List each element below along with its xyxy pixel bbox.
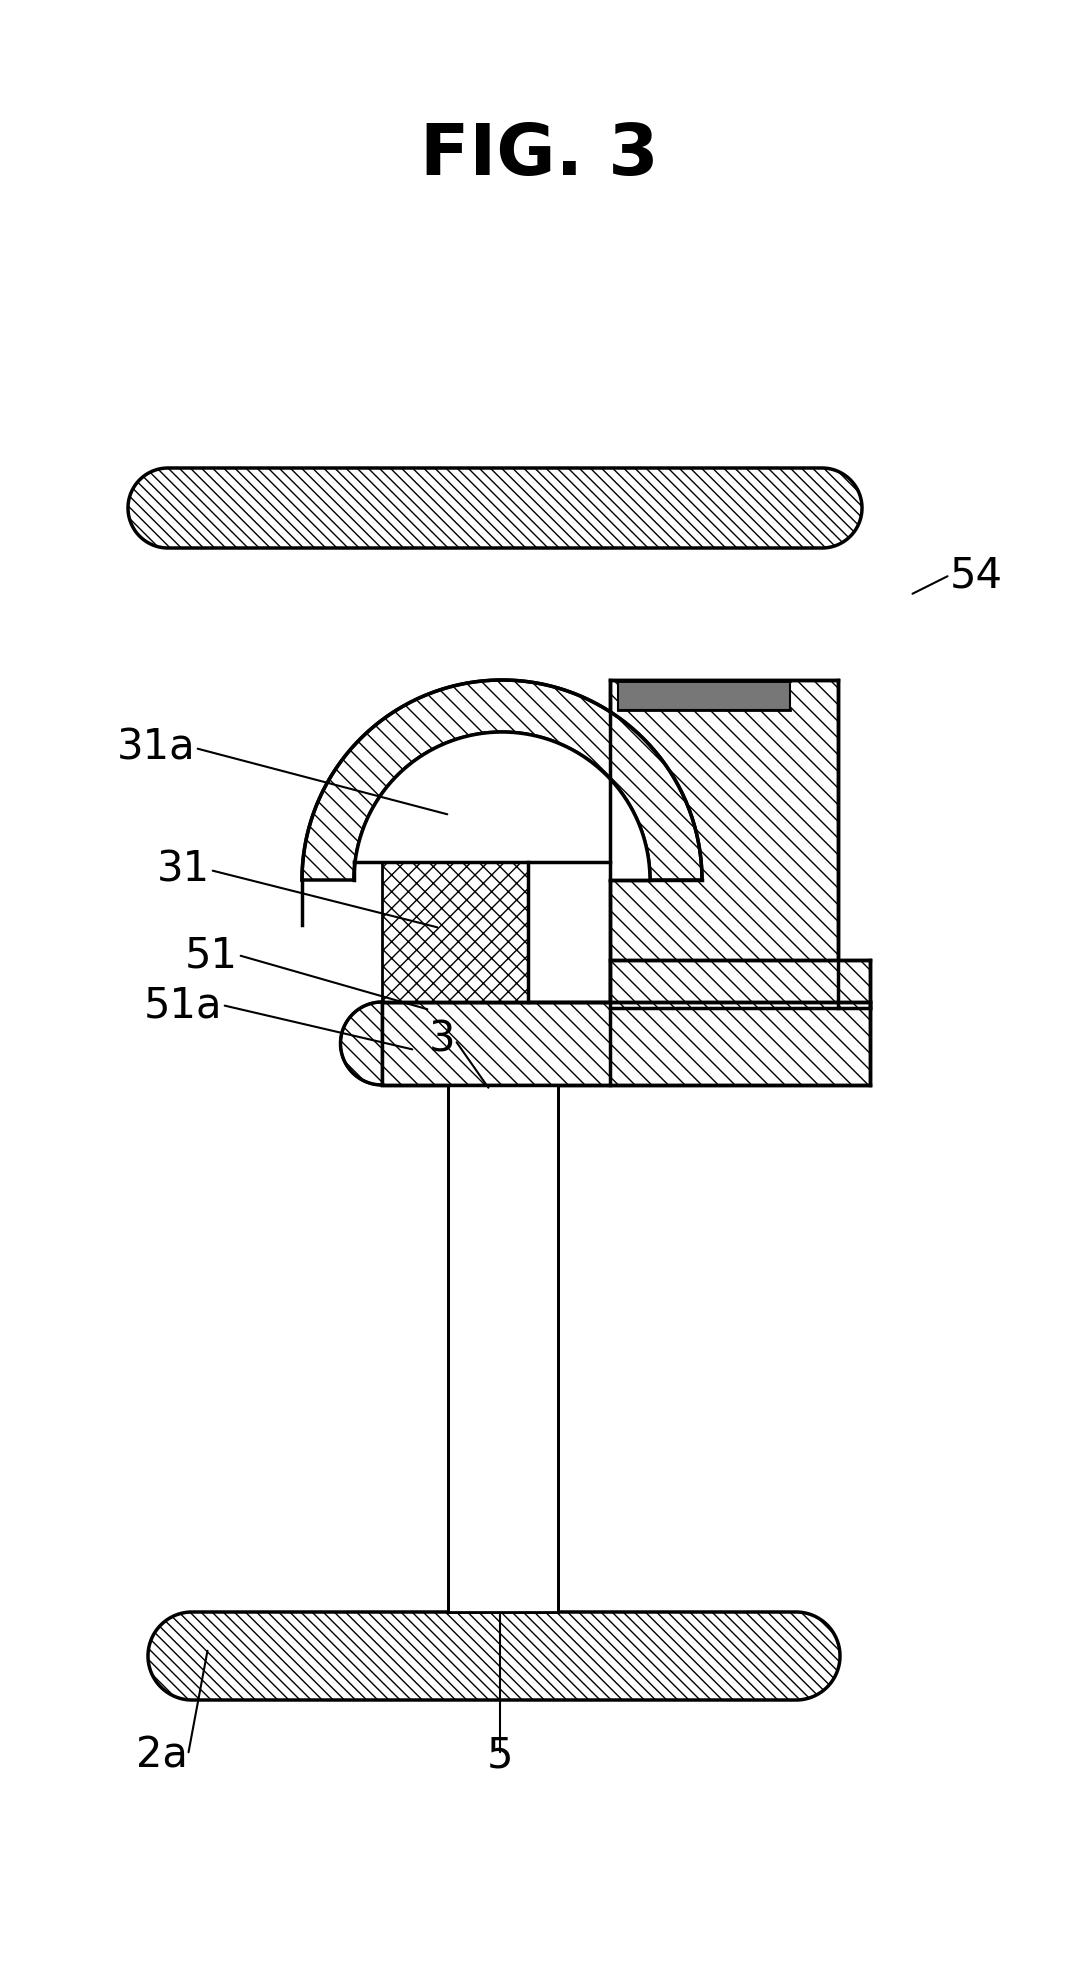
Polygon shape (341, 1002, 382, 1085)
Polygon shape (382, 1002, 870, 1085)
Polygon shape (302, 680, 702, 880)
Polygon shape (128, 469, 862, 548)
Text: FIG. 3: FIG. 3 (420, 121, 659, 190)
Polygon shape (382, 862, 528, 1002)
Text: 51: 51 (185, 933, 238, 977)
Polygon shape (618, 680, 790, 710)
Text: 51a: 51a (144, 985, 222, 1026)
Text: 3: 3 (428, 1018, 455, 1062)
Text: 2a: 2a (136, 1734, 188, 1775)
Polygon shape (354, 731, 650, 880)
Polygon shape (448, 1085, 558, 1611)
Polygon shape (610, 961, 870, 1008)
Polygon shape (148, 1611, 839, 1700)
Text: 5: 5 (487, 1734, 514, 1775)
Text: 31: 31 (156, 848, 210, 892)
Text: 31a: 31a (117, 728, 195, 769)
Polygon shape (610, 680, 838, 1008)
Text: 54: 54 (950, 554, 1003, 595)
Polygon shape (382, 862, 528, 880)
